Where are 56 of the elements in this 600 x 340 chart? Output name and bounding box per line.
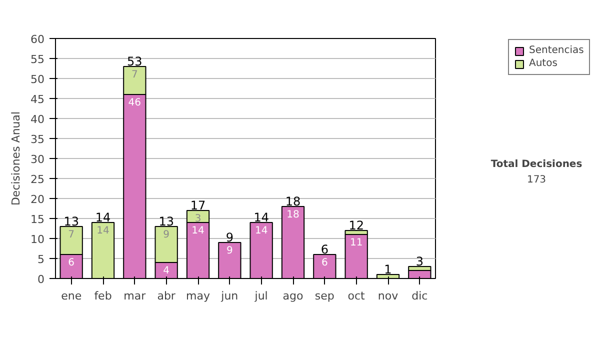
y-tick-label: 45 bbox=[30, 93, 45, 106]
y-tick-label: 50 bbox=[30, 73, 45, 86]
total-label: 14 bbox=[254, 210, 269, 224]
total-label: 53 bbox=[127, 54, 142, 68]
data-label: 7 bbox=[68, 230, 75, 240]
x-tick-label: jul bbox=[254, 290, 268, 302]
data-label: 6 bbox=[68, 258, 75, 268]
x-tick-label: may bbox=[186, 290, 210, 302]
legend-label: Autos bbox=[529, 58, 558, 69]
total-label: 14 bbox=[95, 210, 111, 224]
total-label: 12 bbox=[348, 218, 364, 232]
x-tick-label: sep bbox=[314, 290, 334, 302]
y-tick-label: 0 bbox=[38, 273, 44, 286]
y-tick-label: 30 bbox=[30, 153, 45, 166]
data-label: 46 bbox=[128, 98, 142, 108]
x-tick-label: jun bbox=[220, 290, 238, 302]
text: 173 bbox=[526, 174, 546, 186]
legend-label: Sentencias bbox=[529, 45, 584, 56]
data-label: 14 bbox=[192, 226, 204, 236]
total-label: 17 bbox=[190, 198, 206, 212]
x-tick-label: ene bbox=[61, 290, 82, 302]
x-tick-label: nov bbox=[378, 290, 399, 302]
y-tick-label: 60 bbox=[30, 33, 45, 46]
total-label: 13 bbox=[64, 214, 79, 228]
data-label: 9 bbox=[226, 246, 233, 256]
x-tick-label: ago bbox=[282, 290, 304, 302]
data-label: 18 bbox=[286, 210, 300, 220]
data-label: 6 bbox=[321, 258, 328, 268]
data-label: 7 bbox=[131, 70, 138, 80]
total-label: 1 bbox=[384, 262, 392, 276]
x-tick-label: abr bbox=[157, 290, 176, 302]
text: Total Decisiones bbox=[490, 158, 582, 170]
y-tick-label: 35 bbox=[30, 133, 45, 146]
data-label: 3 bbox=[194, 214, 202, 224]
total-label: 18 bbox=[285, 194, 301, 208]
total-label: 6 bbox=[320, 242, 328, 256]
data-label: 9 bbox=[163, 230, 170, 240]
y-axis-title: Decisiones Anual bbox=[10, 111, 23, 206]
y-tick-label: 25 bbox=[30, 173, 45, 186]
data-label: 11 bbox=[350, 238, 363, 248]
y-tick-label: 40 bbox=[30, 113, 45, 126]
total-label: 9 bbox=[226, 230, 234, 244]
x-tick-label: mar bbox=[124, 290, 146, 302]
data-label: 14 bbox=[96, 226, 110, 236]
x-tick-label: oct bbox=[348, 290, 366, 302]
total-label: 13 bbox=[158, 214, 174, 228]
y-tick-label: 55 bbox=[30, 53, 45, 66]
y-tick-label: 15 bbox=[30, 213, 45, 226]
y-tick-label: 10 bbox=[30, 233, 45, 246]
x-tick-label: dic bbox=[412, 290, 428, 302]
total-label: 3 bbox=[416, 254, 424, 268]
y-tick-label: 5 bbox=[38, 253, 44, 266]
data-label: 4 bbox=[163, 266, 170, 276]
data-label: 14 bbox=[254, 226, 268, 236]
y-tick-label: 20 bbox=[30, 193, 45, 206]
x-tick-label: feb bbox=[94, 290, 112, 302]
